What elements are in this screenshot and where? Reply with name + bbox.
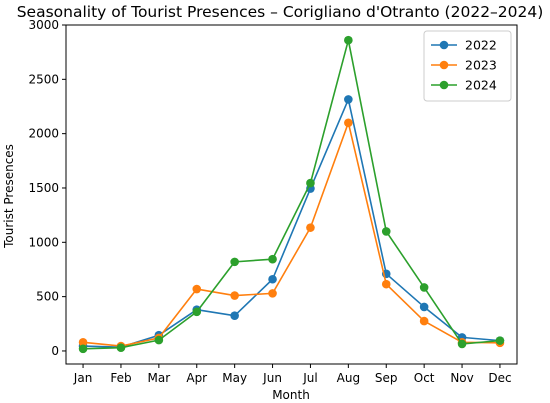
data-point [268, 274, 277, 284]
y-tick-label: 2000 [28, 127, 59, 141]
x-tick-label: Dec [488, 371, 511, 385]
legend-label: 2024 [465, 78, 497, 93]
x-tick-label: Mar [148, 371, 171, 385]
data-point [306, 223, 315, 232]
x-tick-label: Aug [337, 371, 360, 385]
legend-entry: 2024 [431, 78, 497, 93]
data-point [344, 118, 353, 128]
legend-label: 2023 [465, 58, 497, 73]
data-point [344, 95, 353, 104]
data-point [306, 178, 315, 188]
data-point [78, 344, 88, 354]
series-2024 [78, 35, 505, 354]
x-tick-label: Nov [450, 371, 473, 385]
data-point [268, 254, 277, 264]
data-point [495, 336, 505, 345]
data-point [192, 307, 202, 317]
y-tick-label: 500 [36, 290, 59, 304]
x-tick-label: Sep [375, 371, 398, 385]
y-tick-label: 1000 [28, 235, 59, 249]
data-point [457, 339, 467, 349]
plot-frame [65, 24, 518, 365]
plot-area: 0 500 1000 1500 2000 2500 3000 Jan Feb Mar Apr May J… [28, 18, 518, 385]
x-tick-label: Jun [262, 371, 282, 385]
data-point [116, 343, 126, 353]
chart-title: Seasonality of Tourist Presences – Corig… [17, 3, 544, 21]
y-tick-label: 0 [51, 344, 59, 358]
y-tick-label: 1500 [28, 181, 59, 195]
series-line [83, 39, 501, 350]
data-point [230, 291, 239, 300]
x-tick-label: Feb [110, 371, 131, 385]
data-point [381, 279, 391, 289]
series-line [83, 98, 501, 348]
data-point [78, 337, 88, 347]
data-point [381, 227, 391, 236]
legend-marker [439, 40, 449, 50]
data-point [419, 302, 429, 312]
data-point [230, 257, 239, 267]
x-tick-label: May [222, 371, 247, 385]
data-point [268, 289, 277, 298]
y-tick-label: 3000 [28, 18, 59, 32]
legend-label: 2022 [465, 38, 497, 53]
x-tick-label: Oct [414, 371, 435, 385]
x-tick-label: Jul [302, 371, 317, 385]
legend-entry: 2022 [431, 38, 497, 53]
legend-marker [439, 60, 449, 70]
legend-marker [439, 80, 449, 90]
data-point [154, 335, 164, 345]
data-point [230, 311, 239, 320]
x-tick-label: Jan [73, 371, 93, 385]
x-axis-label: Month [272, 388, 310, 402]
legend: 2022 2023 2024 [423, 30, 512, 102]
y-axis-label: Tourist Presences [2, 144, 16, 249]
data-point [419, 316, 429, 326]
legend-entry: 2023 [431, 58, 497, 73]
data-point [192, 284, 202, 294]
series-line [82, 121, 500, 347]
data-point [419, 283, 429, 292]
y-tick-label: 2500 [28, 72, 59, 86]
data-point [344, 35, 353, 45]
x-tick-label: Apr [186, 371, 207, 385]
